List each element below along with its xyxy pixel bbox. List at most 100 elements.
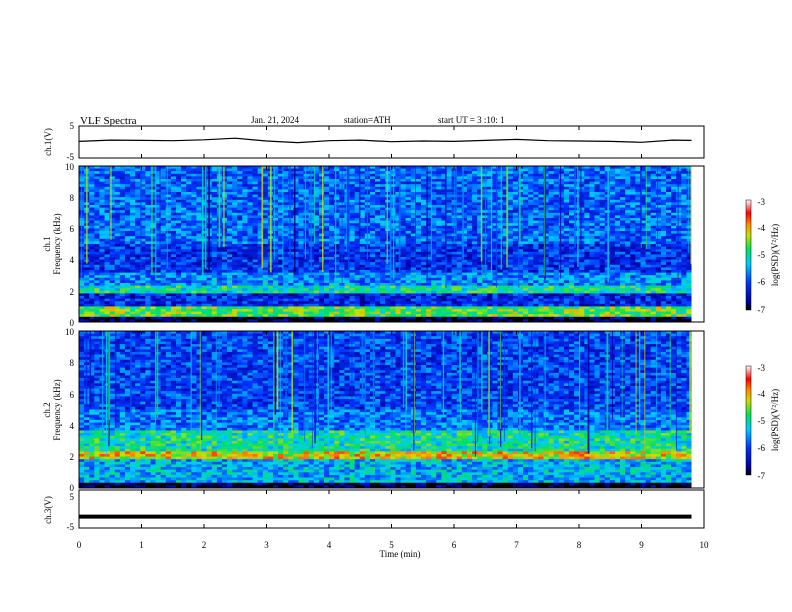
spectrogram-cell: [385, 212, 391, 216]
spectrogram-cell: [288, 186, 294, 190]
spectrogram-cell: [283, 251, 289, 255]
spectrogram-cell: [232, 202, 238, 206]
spectrogram-cell: [431, 184, 437, 188]
spectrogram-cell: [461, 231, 468, 234]
spectrogram-cell: [523, 238, 529, 242]
spectrogram-cell: [400, 171, 407, 175]
spectrogram-cell: [380, 197, 386, 201]
spectrogram-cell: [181, 173, 187, 177]
spectrogram-cell: [124, 181, 131, 185]
spectrogram-cell: [196, 210, 202, 214]
spectrogram-cell: [558, 171, 565, 175]
spectrogram-cell: [589, 202, 595, 206]
spectrogram-cell: [119, 205, 126, 208]
spectrogram-cell: [441, 233, 447, 237]
spectrogram-cell: [579, 207, 585, 211]
spectrogram-cell: [175, 194, 182, 198]
spectrogram-cell: [599, 238, 606, 242]
spectrogram-cell: [630, 192, 636, 195]
spectrogram-cell: [227, 184, 233, 188]
spectrogram-cell: [665, 186, 672, 190]
spectrogram-cell: [635, 228, 641, 232]
spectrogram-cell: [221, 225, 228, 229]
spectrogram-cell: [456, 179, 463, 182]
spectrogram-cell: [574, 194, 580, 198]
spectrogram-cell: [558, 233, 565, 237]
spectrogram-cell: [232, 176, 238, 180]
spectrogram-cell: [410, 210, 417, 214]
spectrogram-cell: [625, 176, 631, 180]
spectrogram-cell: [446, 171, 452, 175]
spectrogram-cell: [354, 228, 361, 232]
spectrogram-cell: [671, 251, 677, 255]
spectrogram-cell: [528, 238, 534, 242]
spectrogram-cell: [130, 181, 136, 185]
spectrogram-cell: [165, 264, 172, 268]
spectrogram-cell: [175, 259, 182, 263]
spectrogram-cell: [79, 173, 85, 177]
spectrogram-cell: [415, 244, 422, 247]
spectrogram-cell: [415, 270, 422, 273]
spectrogram-cell: [584, 231, 590, 234]
spectrogram-cell: [569, 215, 575, 219]
spectrogram-cell: [410, 272, 417, 276]
spectrogram-cell: [533, 168, 539, 172]
spectrogram-cell: [456, 246, 463, 250]
spectrogram-cell: [145, 262, 151, 266]
spectrogram-cell: [405, 202, 412, 206]
spectrogram-cell: [456, 218, 463, 221]
spectrogram-cell: [584, 259, 590, 263]
spectrogram-cell: [523, 189, 529, 193]
spectrogram-cell: [405, 223, 412, 227]
spectrogram-cell: [482, 218, 488, 221]
spectrogram-cell: [252, 225, 259, 229]
spectrogram-cell: [283, 259, 289, 263]
spectrogram-cell: [175, 249, 182, 253]
spectrogram-cell: [237, 199, 243, 203]
spectrogram-cell: [160, 246, 167, 250]
spectrogram-cell: [130, 186, 136, 190]
spectrogram-cell: [635, 220, 641, 224]
spectrogram-cell: [170, 223, 177, 227]
spectrogram-cell: [558, 223, 565, 227]
spectrogram-cell: [221, 194, 228, 198]
spectrogram-cell: [548, 241, 555, 245]
spectrogram-cell: [614, 254, 621, 258]
spectrogram-cell: [232, 171, 238, 175]
spectrogram-cell: [334, 202, 340, 206]
spectrogram-cell: [329, 238, 335, 242]
spectrogram-cell: [124, 246, 131, 250]
spectrogram-cell: [415, 189, 422, 193]
spectrogram-cell: [563, 220, 570, 224]
spectrogram-cell: [186, 262, 192, 266]
spectrogram-cell: [324, 202, 330, 206]
spectrogram-cell: [94, 264, 100, 268]
spectrogram-cell: [620, 197, 626, 201]
spectrogram-cell: [645, 197, 652, 201]
spectrogram-cell: [181, 220, 187, 224]
spectrogram-cell: [420, 179, 427, 182]
spectrogram-cell: [227, 202, 233, 206]
spectrogram-cell: [303, 215, 310, 219]
spectrogram-cell: [272, 223, 279, 227]
spectrogram-cell: [303, 218, 310, 221]
spectrogram-cell: [446, 212, 452, 216]
spectrogram-cell: [441, 254, 447, 258]
spectrogram-cell: [385, 259, 391, 263]
spectrogram-cell: [181, 272, 187, 276]
spectrogram-cell: [140, 176, 146, 180]
spectrogram-cell: [349, 241, 356, 245]
spectrogram-cell: [145, 257, 151, 260]
spectrogram-cell: [492, 267, 498, 271]
spectrogram-cell: [344, 259, 350, 263]
spectrogram-cell: [609, 270, 616, 273]
spectrogram-cell: [420, 262, 427, 266]
spectrogram-cell: [461, 212, 468, 216]
spectrogram-cell: [150, 262, 156, 266]
spectrogram-cell: [625, 244, 631, 247]
spectrogram-cell: [145, 228, 151, 232]
spectrogram-cell: [512, 197, 519, 201]
spectrogram-cell: [405, 166, 412, 169]
spectrogram-cell: [94, 199, 100, 203]
spectrogram-cell: [329, 197, 335, 201]
